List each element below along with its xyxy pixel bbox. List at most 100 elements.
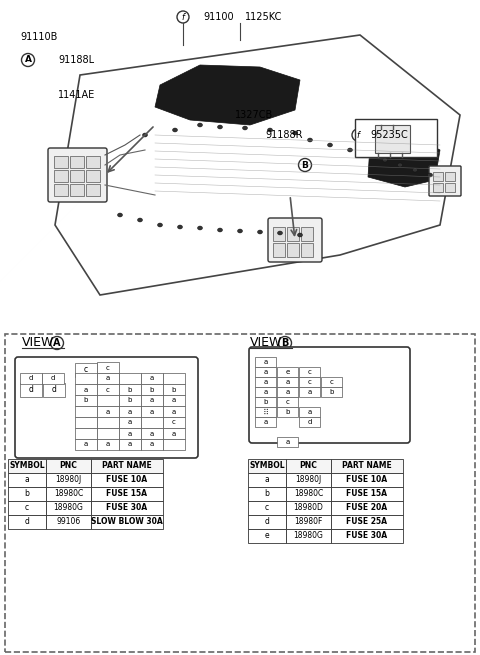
Bar xyxy=(248,501,286,515)
Text: a: a xyxy=(128,419,132,426)
Text: d: d xyxy=(307,419,312,425)
Bar xyxy=(445,172,455,181)
Text: a: a xyxy=(150,441,154,447)
Text: a: a xyxy=(150,409,154,415)
Text: c: c xyxy=(308,379,312,385)
Text: a: a xyxy=(150,430,154,436)
Text: PART NAME: PART NAME xyxy=(102,462,152,470)
Bar xyxy=(331,459,403,473)
Text: a: a xyxy=(106,409,110,415)
Text: a: a xyxy=(172,430,176,436)
Bar xyxy=(286,487,331,501)
Text: 1327CB: 1327CB xyxy=(235,110,273,120)
Bar xyxy=(163,428,185,439)
Bar xyxy=(5,334,475,652)
Text: 18980C: 18980C xyxy=(54,489,83,498)
Bar xyxy=(248,473,286,487)
Text: b: b xyxy=(150,386,154,392)
Text: a: a xyxy=(264,369,268,375)
Bar xyxy=(119,373,141,384)
Bar xyxy=(299,417,320,427)
Bar xyxy=(97,428,119,439)
Ellipse shape xyxy=(177,11,189,23)
Bar xyxy=(163,439,185,450)
Text: VIEW: VIEW xyxy=(250,337,282,350)
Bar xyxy=(277,397,298,407)
Bar xyxy=(141,384,163,395)
Bar xyxy=(255,397,276,407)
Ellipse shape xyxy=(137,218,143,222)
Text: b: b xyxy=(128,398,132,403)
Bar xyxy=(75,395,97,406)
Ellipse shape xyxy=(383,158,387,162)
Bar xyxy=(331,487,403,501)
Text: a: a xyxy=(150,398,154,403)
Bar xyxy=(375,125,410,153)
Text: a: a xyxy=(106,375,110,381)
Bar xyxy=(255,387,276,397)
Bar xyxy=(97,439,119,450)
Polygon shape xyxy=(368,135,440,187)
Bar xyxy=(433,183,443,192)
Text: b: b xyxy=(264,489,269,498)
Ellipse shape xyxy=(292,131,298,135)
Bar xyxy=(286,459,331,473)
Text: 18980D: 18980D xyxy=(294,504,324,512)
Text: PART NAME: PART NAME xyxy=(342,462,392,470)
Text: 1141AE: 1141AE xyxy=(58,90,95,100)
Text: c: c xyxy=(308,369,312,375)
Text: FUSE 15A: FUSE 15A xyxy=(347,489,387,498)
Bar xyxy=(321,377,342,387)
Ellipse shape xyxy=(308,138,312,142)
Bar xyxy=(86,170,100,182)
Bar xyxy=(286,529,331,543)
Ellipse shape xyxy=(242,126,248,130)
Bar xyxy=(75,373,97,384)
Text: c: c xyxy=(106,364,110,371)
Bar xyxy=(86,156,100,168)
Ellipse shape xyxy=(277,231,283,235)
Text: 91188R: 91188R xyxy=(265,130,302,140)
Text: f: f xyxy=(357,130,360,140)
Bar xyxy=(54,170,68,182)
FancyBboxPatch shape xyxy=(249,347,410,443)
Text: a: a xyxy=(286,379,289,385)
Text: d: d xyxy=(24,517,29,527)
Bar xyxy=(163,417,185,428)
Text: a: a xyxy=(128,409,132,415)
Text: 91110B: 91110B xyxy=(20,32,58,42)
Bar xyxy=(141,417,163,428)
Text: 99106: 99106 xyxy=(56,517,81,527)
Text: d: d xyxy=(51,375,55,381)
Bar xyxy=(91,459,163,473)
Bar xyxy=(46,487,91,501)
Bar xyxy=(277,367,298,377)
Ellipse shape xyxy=(327,143,333,147)
Text: 91188L: 91188L xyxy=(58,55,94,65)
Text: a: a xyxy=(264,389,268,395)
Text: a: a xyxy=(84,386,88,392)
Ellipse shape xyxy=(50,337,63,350)
Text: a: a xyxy=(264,476,269,485)
FancyBboxPatch shape xyxy=(15,357,198,458)
Ellipse shape xyxy=(22,54,35,67)
Text: c: c xyxy=(106,386,110,392)
Bar xyxy=(255,407,276,417)
Text: d: d xyxy=(29,375,33,381)
Bar xyxy=(287,243,299,257)
Text: 18980G: 18980G xyxy=(54,504,84,512)
Text: a: a xyxy=(264,379,268,385)
Bar xyxy=(255,417,276,427)
Ellipse shape xyxy=(197,226,203,230)
Text: FUSE 15A: FUSE 15A xyxy=(107,489,147,498)
Bar xyxy=(331,529,403,543)
Bar xyxy=(75,363,97,377)
Ellipse shape xyxy=(172,128,178,132)
Bar xyxy=(75,439,97,450)
Bar xyxy=(299,377,320,387)
Bar xyxy=(286,473,331,487)
Bar xyxy=(433,172,443,181)
Bar xyxy=(119,417,141,428)
Text: a: a xyxy=(307,409,312,415)
Text: c: c xyxy=(330,379,334,385)
